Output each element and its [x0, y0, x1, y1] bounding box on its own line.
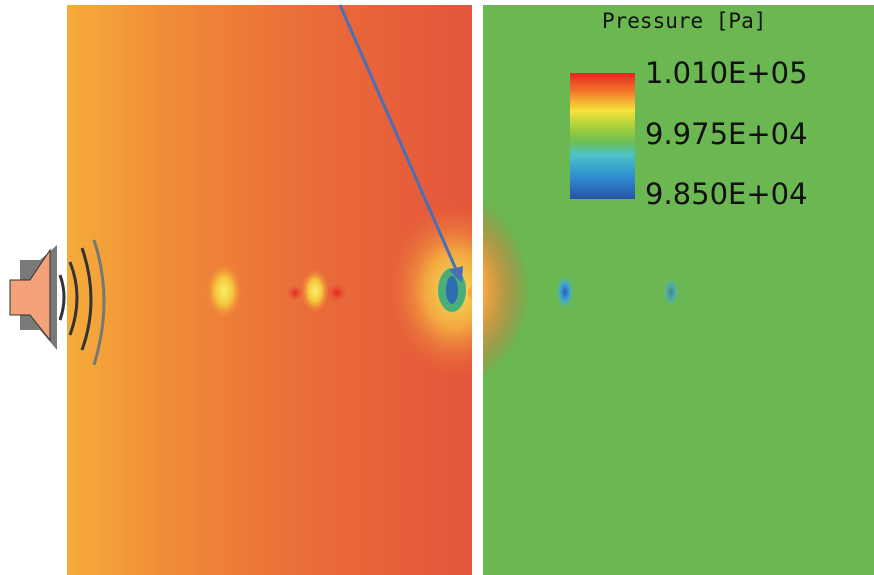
pressure-blob	[206, 263, 242, 319]
pressure-blob	[446, 276, 458, 304]
legend-title: Pressure [Pa]	[602, 9, 766, 33]
pressure-blob	[301, 269, 329, 313]
pressure-blob	[327, 283, 347, 303]
legend-label: 9.850E+04	[645, 177, 808, 211]
pressure-field-figure: Pressure [Pa] 1.010E+05 9.975E+04 9.850E…	[0, 0, 874, 575]
legend-label: 9.975E+04	[645, 117, 808, 151]
pressure-blob	[287, 285, 303, 301]
pressure-blob	[662, 276, 680, 308]
legend-label: 1.010E+05	[645, 56, 808, 90]
colorbar	[570, 73, 635, 199]
pressure-blob	[555, 274, 575, 310]
wall-gap	[472, 5, 483, 575]
